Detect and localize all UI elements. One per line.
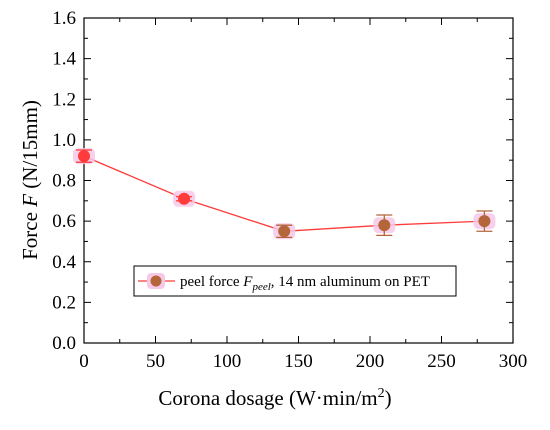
x-tick-label: 0 [79,351,89,372]
y-tick-label: 0.8 [52,171,76,192]
y-tick-label: 1.6 [52,8,76,29]
y-axis-title-italic: F [18,194,42,208]
x-tick-label: 50 [146,351,165,372]
y-tick-label: 1.2 [52,89,76,110]
x-tick-label: 100 [213,351,242,372]
data-point [478,215,491,228]
plot-area: 0 50 100 150 200 250 300 0.0 0.2 0.4 0.6 0.8 1.0 1.2 1… [52,8,527,372]
x-tick-label: 250 [427,351,456,372]
legend-label: peel force Fpeel, 14 nm aluminum on PET [180,274,430,293]
y-tick-label: 1.4 [52,49,76,70]
x-tick-label: 200 [356,351,385,372]
x-axis-title-text: Corona dosage (W·min/m [158,386,377,410]
y-axis-title: Force F (N/15mm) [18,100,42,260]
data-point [178,192,191,205]
legend: peel force Fpeel, 14 nm aluminum on PET [133,265,457,297]
x-tick-label: 150 [284,351,313,372]
legend-label-italic: F [242,274,253,290]
x-axis-title: Corona dosage (W·min/m2) [158,386,391,410]
legend-marker [150,275,162,287]
y-tick-label: 1.0 [52,130,76,151]
y-axis-title-post: (N/15mm) [18,100,42,194]
x-axis-title-superscript: 2 [378,386,385,401]
legend-label-pre: peel force [180,274,243,290]
y-tick-label: 0.4 [52,252,76,273]
data-point [278,225,291,238]
data-point [378,219,391,232]
legend-label-sub: peel [251,281,270,293]
y-tick-label: 0.0 [52,333,76,354]
data-point [78,150,90,163]
y-tick-label: 0.6 [52,211,76,232]
y-axis-title-pre: Force [18,207,42,260]
legend-box [133,265,457,297]
x-tick-label: 300 [499,351,528,372]
x-axis-title-close: ) [385,386,392,410]
legend-label-post: , 14 nm aluminum on PET [271,274,430,290]
series-line [83,155,485,232]
y-tick-label: 0.2 [52,292,76,313]
